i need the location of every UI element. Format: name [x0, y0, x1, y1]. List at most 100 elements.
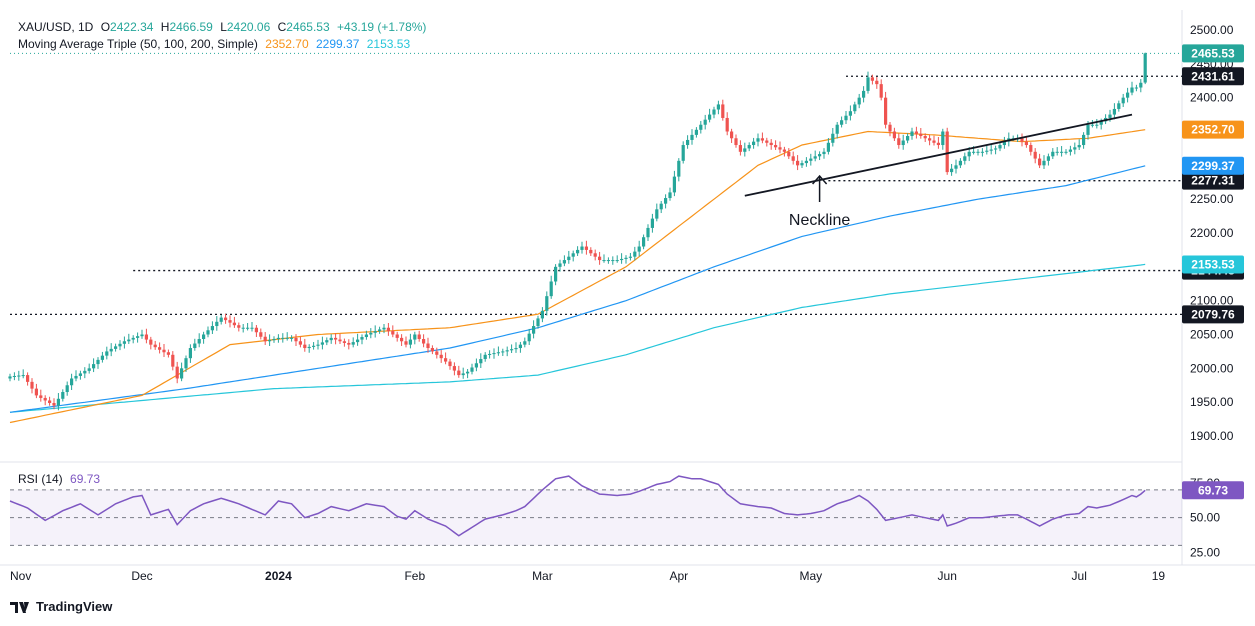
candle-body — [642, 237, 646, 247]
candle-body — [558, 263, 562, 267]
candle-body — [184, 358, 188, 369]
candle-body — [334, 337, 338, 340]
price-chart[interactable]: 1900.001950.002000.002050.002100.002150.… — [0, 0, 1255, 590]
candle-body — [932, 140, 936, 143]
candle-body — [272, 339, 276, 341]
candle-body — [554, 266, 558, 282]
candle-body — [796, 160, 800, 166]
candle-body — [602, 260, 606, 262]
candle-body — [994, 148, 998, 150]
y-tick-label: 2400.00 — [1190, 91, 1234, 105]
candle-body — [1082, 134, 1086, 146]
candle-body — [738, 145, 742, 152]
low-label: L — [220, 20, 227, 34]
level-badge-text: 2079.76 — [1191, 307, 1235, 321]
candle-body — [655, 209, 659, 219]
ma200-line — [9, 263, 1146, 413]
candle-body — [312, 345, 316, 347]
candle-body — [1029, 145, 1033, 152]
candle-body — [532, 326, 536, 334]
candle-body — [307, 346, 311, 349]
candle-body — [778, 147, 782, 150]
candle-body — [664, 198, 668, 204]
last-price-badge-text: 2465.53 — [1191, 46, 1235, 60]
candle-body — [884, 97, 888, 125]
candle-body — [743, 148, 747, 152]
level-badge-text: 2431.61 — [1191, 69, 1235, 83]
candle-body — [193, 343, 197, 349]
high-value: 2466.59 — [169, 20, 213, 34]
candle-body — [448, 361, 452, 367]
candle-body — [501, 351, 505, 353]
candle-body — [760, 138, 764, 141]
level-badge — [1182, 171, 1244, 190]
candle-body — [338, 339, 342, 342]
y-tick-label: 2500.00 — [1190, 23, 1234, 37]
x-tick-label: May — [799, 569, 822, 583]
candle-body — [444, 358, 448, 362]
rsi-badge-text: 69.73 — [1198, 483, 1228, 497]
rsi-y-tick-label: 25.00 — [1190, 545, 1220, 559]
candle-body — [813, 156, 817, 159]
candle-body — [518, 344, 522, 349]
candle-body — [928, 138, 932, 141]
candle-body — [901, 140, 905, 146]
candle-body — [628, 256, 632, 258]
candle-body — [562, 260, 566, 264]
candle-body — [1046, 156, 1050, 161]
ma-name: Moving Average Triple (50, 100, 200, Sim… — [18, 37, 258, 51]
candle-body — [505, 350, 509, 352]
candle-body — [1121, 97, 1125, 104]
candle-body — [945, 131, 949, 173]
tradingview-logo[interactable]: TradingView — [10, 599, 112, 614]
x-tick-label: 2024 — [265, 569, 292, 583]
rsi-y-tick-label: 50.00 — [1190, 511, 1220, 525]
candle-body — [303, 344, 307, 349]
tradingview-icon — [10, 601, 29, 613]
candle-body — [83, 370, 87, 374]
change-value: +43.19 (+1.78%) — [337, 20, 427, 34]
candle-body — [650, 218, 654, 228]
candle-body — [12, 376, 16, 378]
candle-body — [1108, 114, 1112, 118]
candle-body — [144, 334, 148, 340]
candle-body — [153, 344, 157, 348]
candle-body — [958, 160, 962, 166]
candle-body — [1112, 108, 1116, 115]
candle-body — [114, 346, 118, 349]
candle-body — [1064, 151, 1068, 153]
candle-body — [206, 330, 210, 335]
candle-body — [413, 334, 417, 340]
price-legend: XAU/USD, 1D O2422.34 H2466.59 L2420.06 C… — [18, 20, 430, 34]
candle-body — [950, 168, 954, 173]
candle-body — [237, 325, 241, 328]
candle-body — [1099, 121, 1103, 125]
candle-body — [910, 131, 914, 137]
candle-body — [30, 381, 34, 389]
candle-body — [92, 364, 96, 369]
candle-body — [439, 354, 443, 359]
candle-body — [263, 336, 267, 342]
candle-body — [690, 134, 694, 140]
candle-body — [672, 176, 676, 193]
y-tick-label: 1950.00 — [1190, 395, 1234, 409]
candle-body — [417, 334, 421, 340]
candle-body — [290, 337, 294, 339]
neckline-label: Neckline — [789, 212, 850, 229]
candle-body — [765, 140, 769, 143]
candle-body — [268, 340, 272, 342]
candle-body — [232, 322, 236, 326]
candle-body — [853, 104, 857, 112]
open-label: O — [100, 20, 111, 34]
candle-body — [285, 337, 289, 339]
ma50-line — [9, 129, 1146, 424]
candle-body — [320, 342, 324, 345]
candle-body — [936, 142, 940, 146]
x-tick-label: Apr — [669, 569, 688, 583]
candle-body — [347, 342, 351, 345]
candle-body — [919, 133, 923, 137]
candle-body — [395, 334, 399, 338]
candle-body — [725, 117, 729, 132]
candle-body — [70, 378, 74, 386]
candle-body — [162, 349, 166, 353]
